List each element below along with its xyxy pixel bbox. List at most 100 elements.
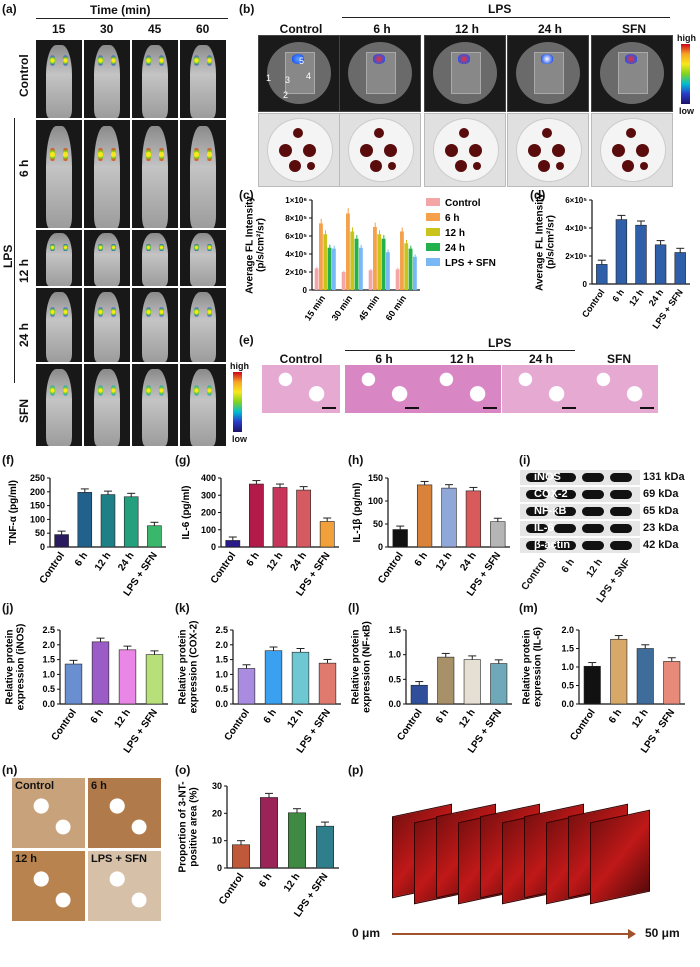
organ-photo [591, 113, 673, 187]
y-axis-label: (p/s/cm²/sr) [256, 218, 267, 272]
band-size: 23 kDa [643, 522, 679, 534]
panel-label-p: (p) [348, 763, 364, 777]
band [554, 473, 576, 482]
fluorescence-spot [145, 54, 152, 67]
panel-label-h: (h) [348, 453, 364, 467]
bar-lps-sfn [145, 654, 164, 705]
organ [626, 128, 636, 138]
bar-12-h [377, 234, 382, 290]
y-axis-label: TNF-α (pg/ml) [8, 480, 19, 545]
y-tick-label: 20 [212, 808, 222, 818]
bar-6-h [610, 638, 628, 705]
y-tick-label: 0 [217, 863, 222, 873]
bar-control [392, 529, 408, 548]
x-tick-label: 24 h [116, 550, 136, 573]
x-tick-label: 15 min [303, 293, 328, 322]
panel-a-time-30: 30 [100, 22, 114, 36]
mouse-body [190, 126, 216, 228]
mouse-image [180, 40, 226, 118]
mouse-body [46, 368, 72, 446]
panel-b-column-label: 12 h [454, 22, 479, 36]
organ-number: 1 [266, 73, 272, 83]
mouse-body [94, 368, 120, 446]
y-axis-label: Relative protein [5, 629, 16, 704]
band [526, 473, 548, 482]
fluorescence-spot [110, 383, 117, 397]
y-tick-label: 0.0 [388, 699, 401, 709]
panel-label-d: (d) [530, 188, 546, 202]
x-tick-label: 12 h [630, 707, 650, 730]
bar-6-h [437, 656, 455, 705]
y-tick-label: 0.0 [561, 699, 574, 709]
fluorescence-spot [49, 243, 56, 253]
x-tick-label: 6 h [610, 287, 626, 303]
y-axis-label: expression (NF-κB) [362, 621, 373, 713]
y-tick-label: 200 [30, 487, 45, 497]
bar-control [232, 844, 250, 869]
band-size: 131 kDa [643, 471, 685, 483]
x-tick-label: Control [217, 871, 247, 907]
band-size: 65 kDa [643, 505, 679, 517]
y-axis-label: IL-6 (pg/ml) [181, 486, 192, 540]
bar-lps-sfn [316, 825, 334, 869]
panel-n-label-control: Control [15, 780, 55, 792]
bar-12-h [350, 231, 355, 290]
x-tick-label: 12 h [265, 550, 285, 573]
fluorescence-spot [193, 383, 200, 397]
fluorescence-spot [193, 54, 200, 67]
fluorescence-spot [206, 54, 213, 67]
mouse-body [190, 233, 216, 286]
fluorescence-spot [206, 243, 213, 253]
y-tick-label: 2×10⁵ [285, 268, 307, 277]
y-axis-label: Proportion of 3-NT- [178, 781, 189, 872]
band [610, 473, 632, 482]
panel-label-c: (c) [239, 188, 254, 202]
y-tick-label: 1.5 [215, 655, 228, 665]
panel-label-l: (l) [348, 601, 360, 615]
y-tick-label: 6×10⁵ [285, 232, 307, 241]
chart-l-nfkb: 0.0 0.5 1.0 1.5 Relative protein expression (… [351, 621, 512, 755]
fluorescence-spot [110, 305, 117, 318]
panel-n-ihc-control [12, 778, 85, 848]
fluorescence-spot [145, 243, 152, 253]
he-stain-image [345, 365, 423, 413]
bar-12-h [288, 812, 306, 869]
mouse-image [36, 364, 82, 446]
band [554, 507, 576, 516]
panel-a-colorbar [233, 372, 242, 432]
panel-e-column-label: Control [279, 352, 323, 366]
panel-a-time-header: Time (min) [90, 3, 151, 17]
y-tick-label: 6×10⁵ [565, 196, 587, 205]
mouse-body [94, 233, 120, 286]
panel-b-lps-line [342, 17, 670, 18]
bar-control [596, 264, 608, 285]
bar-control [64, 663, 83, 705]
band [610, 507, 632, 516]
bar-lps-sfn [319, 521, 335, 548]
y-tick-label: 1.0 [561, 662, 574, 672]
mouse-image [180, 288, 226, 362]
panel-label-e: (e) [239, 333, 254, 347]
y-axis-label: (p/s/cm²/sr) [546, 215, 557, 269]
fluorescence-spot [49, 145, 56, 164]
organ [445, 144, 458, 157]
y-tick-label: 100 [30, 514, 45, 524]
panel-label-g: (g) [175, 453, 191, 467]
organ [528, 144, 541, 157]
zstack-slice [590, 809, 650, 905]
panel-a-lps-label: LPS [1, 244, 15, 268]
bar-24-h [654, 244, 667, 285]
legend-label: Control [445, 198, 481, 209]
mouse-body [142, 368, 168, 446]
band [582, 524, 604, 533]
organ-photo [507, 113, 589, 187]
fluorescence-spot [193, 305, 200, 318]
organ [612, 144, 625, 157]
legend-swatch [426, 198, 440, 206]
y-tick-label: 0.0 [215, 699, 228, 709]
scale-bar [322, 407, 336, 409]
y-axis-label: expression (COX-2) [189, 621, 200, 714]
fluorescence-spot [206, 145, 213, 164]
fluorescence-spot [62, 383, 69, 397]
